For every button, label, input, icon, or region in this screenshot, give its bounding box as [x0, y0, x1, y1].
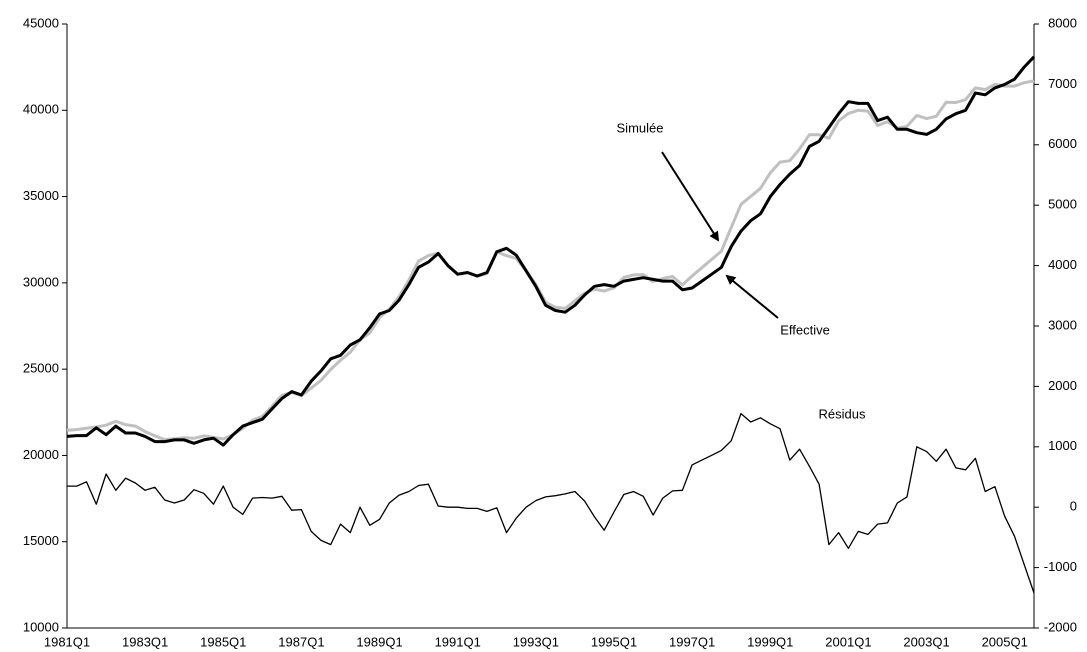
x-tick-label: 1995Q1 [591, 634, 637, 649]
x-tick-label: 2005Q1 [982, 634, 1028, 649]
x-tick-label: 1983Q1 [122, 634, 168, 649]
x-tick-label: 1997Q1 [669, 634, 715, 649]
annotation-arrow [661, 151, 720, 242]
annotation: Effective [780, 322, 830, 337]
x-tick-label: 2001Q1 [825, 634, 871, 649]
x-tick-label: 1993Q1 [513, 634, 559, 649]
y2-tick-label: -1000 [1044, 559, 1077, 574]
series-line [67, 412, 1035, 594]
y-tick-label: 35000 [23, 188, 59, 203]
y2-tick-label: -2000 [1044, 619, 1077, 634]
y-tick-label: 25000 [23, 361, 59, 376]
annotation-arrow [725, 274, 779, 319]
annotation: Résidus [819, 406, 866, 421]
x-tick-label: 1985Q1 [200, 634, 246, 649]
y-tick-label: 40000 [23, 102, 59, 117]
series-line [66, 79, 1035, 442]
y2-tick-label: 6000 [1048, 136, 1077, 151]
y-tick-label: 45000 [23, 15, 59, 30]
x-tick-label: 1989Q1 [356, 634, 402, 649]
x-tick-label: 2003Q1 [903, 634, 949, 649]
y2-tick-label: 5000 [1048, 197, 1077, 212]
y2-tick-label: 1000 [1048, 438, 1077, 453]
y-tick-label: 30000 [23, 274, 59, 289]
y-tick-label: 15000 [23, 533, 59, 548]
x-tick-label: 1999Q1 [747, 634, 793, 649]
y2-tick-label: 7000 [1048, 76, 1077, 91]
y-tick-label: 20000 [23, 447, 59, 462]
y-tick-label: 10000 [23, 619, 59, 634]
x-tick-label: 1981Q1 [44, 634, 90, 649]
series-line [66, 55, 1036, 447]
y2-tick-label: 2000 [1048, 378, 1077, 393]
x-tick-label: 1987Q1 [278, 634, 324, 649]
y2-tick-label: 0 [1070, 499, 1077, 514]
y2-tick-label: 4000 [1048, 257, 1077, 272]
y2-tick-label: 8000 [1048, 15, 1077, 30]
y2-tick-label: 3000 [1048, 317, 1077, 332]
annotation: Simulée [617, 120, 664, 135]
x-tick-label: 1991Q1 [435, 634, 481, 649]
